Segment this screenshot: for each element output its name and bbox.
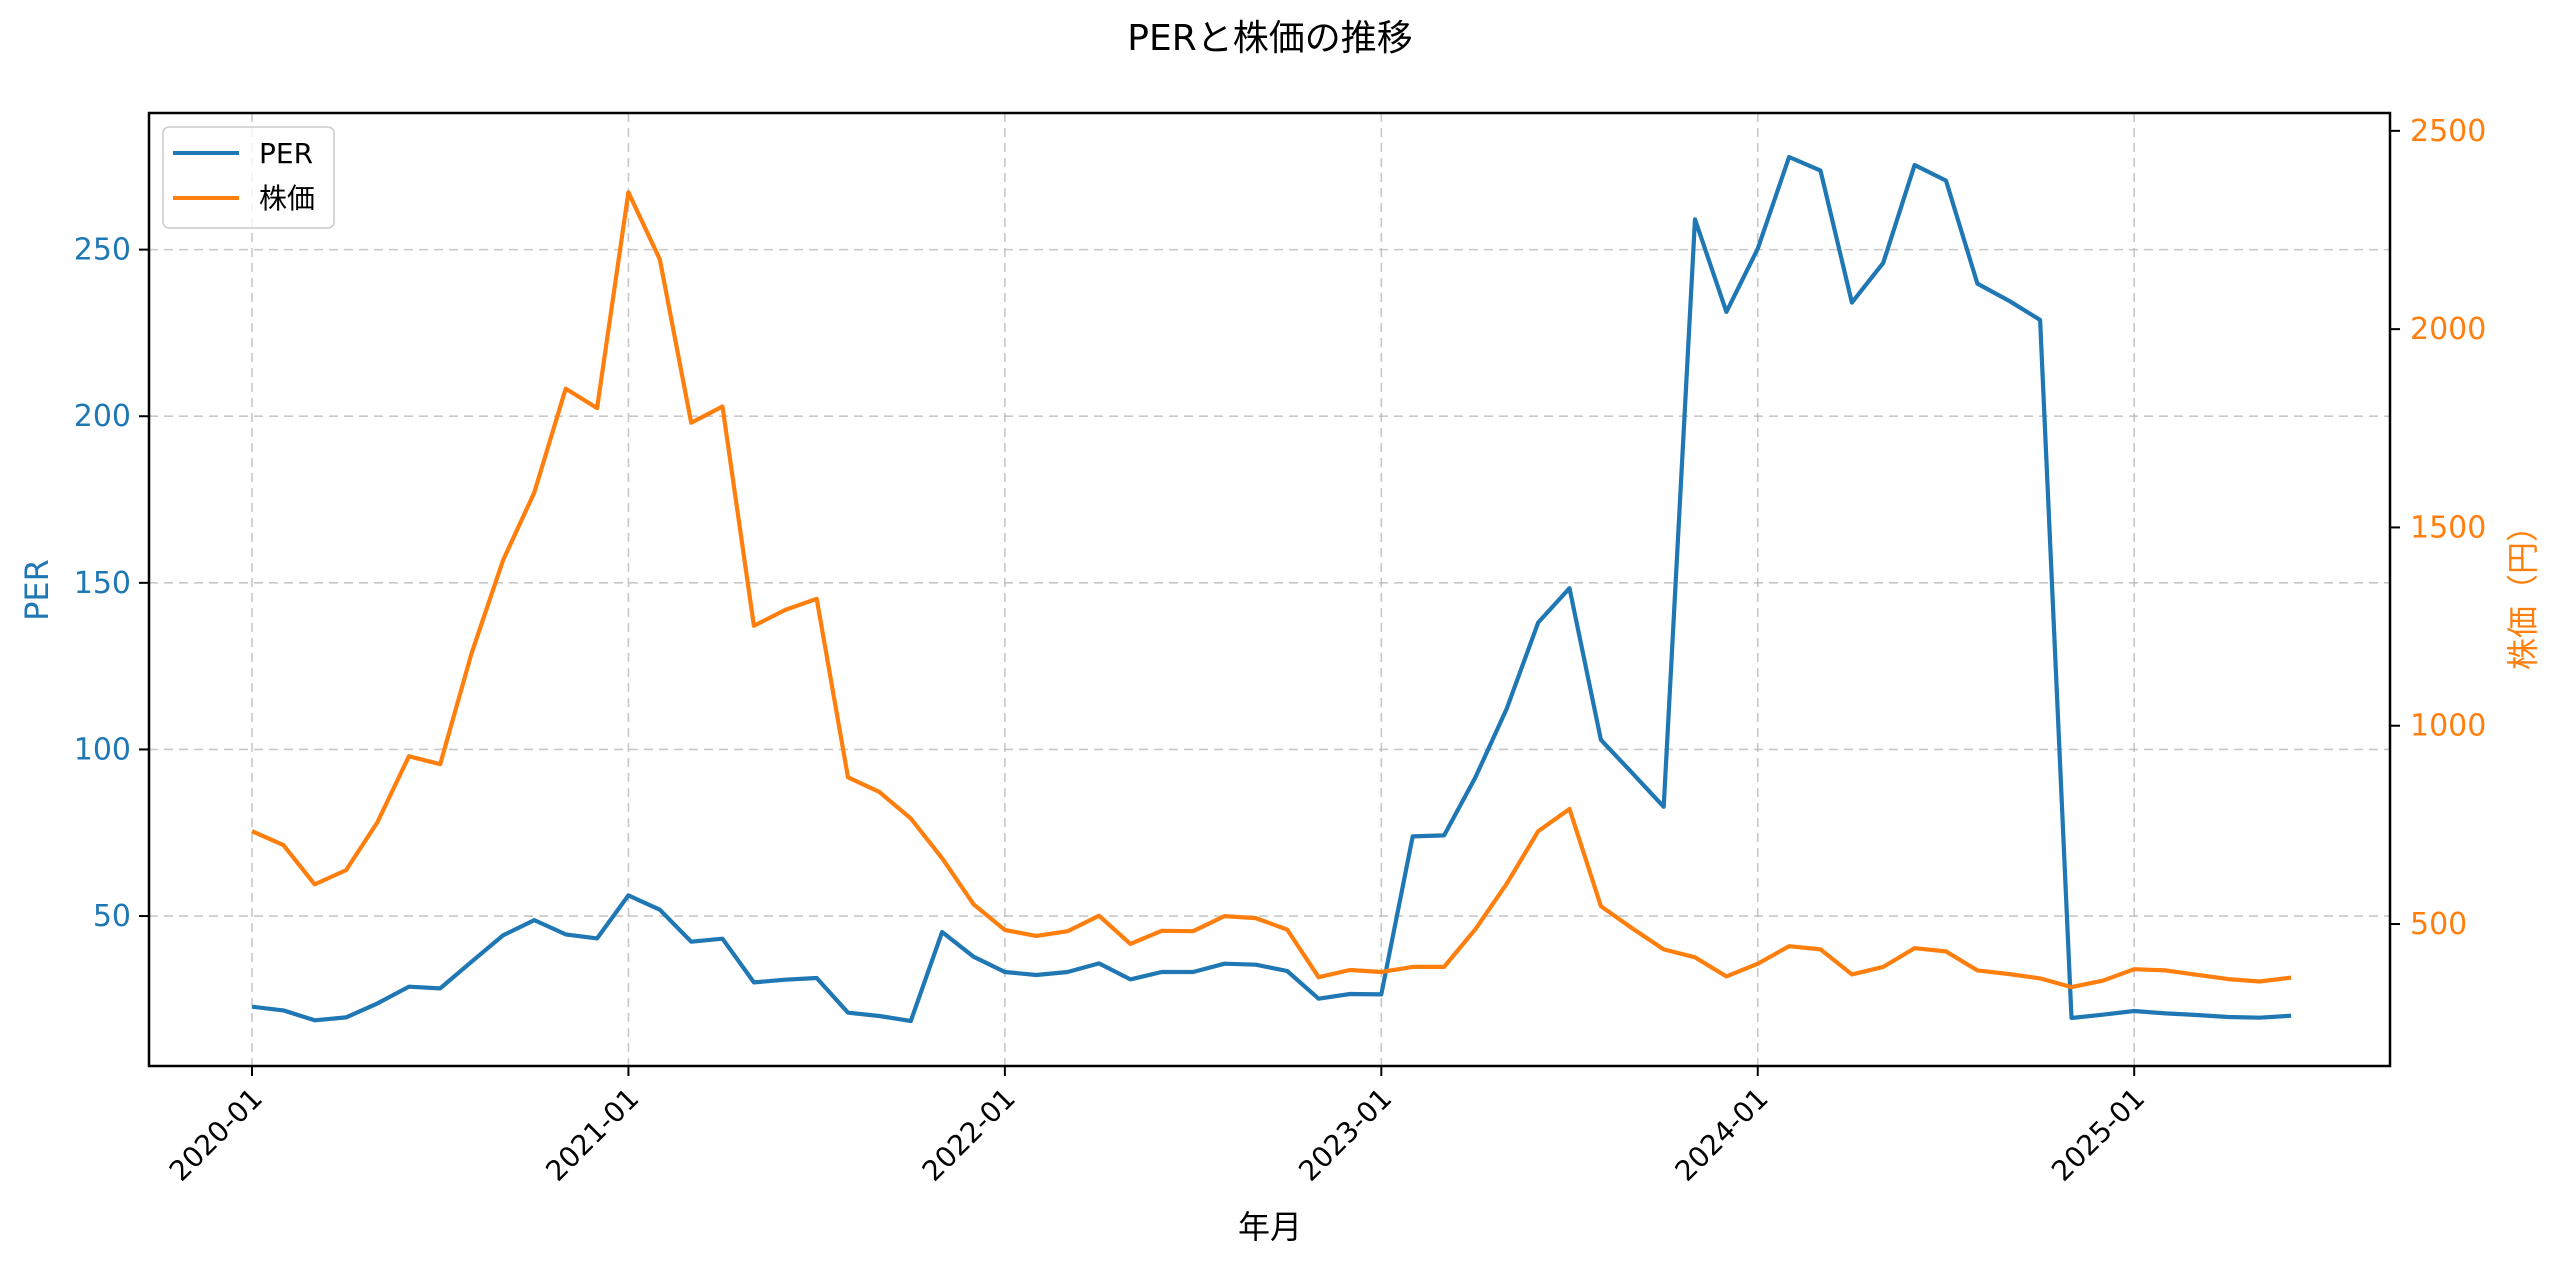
- x-tick-label: 2024-01: [1669, 1082, 1775, 1188]
- x-tick-label: 2020-01: [163, 1082, 269, 1188]
- right-tick-label: 1500: [2410, 510, 2486, 545]
- x-tick-label: 2022-01: [916, 1082, 1022, 1188]
- grid-lines: [149, 113, 2390, 1066]
- left-tick-label: 250: [74, 233, 131, 268]
- right-y-axis: 500 1000 1500 2000 2500: [2390, 114, 2486, 942]
- y-axis-label-right: 株価（円）: [2504, 510, 2542, 670]
- legend: PER 株価: [162, 126, 335, 229]
- x-tick-label: 2021-01: [539, 1082, 645, 1188]
- legend-per-label: PER: [259, 137, 313, 170]
- left-tick-label: 200: [74, 399, 131, 434]
- x-tick-label: 2023-01: [1292, 1082, 1398, 1188]
- x-tick-label: 2025-01: [2045, 1082, 2151, 1188]
- left-y-axis: 50 100 150 200 250: [74, 233, 149, 934]
- x-axis: 2020-01 2021-01 2022-01 2023-01 2024-01 2025-…: [163, 1066, 2151, 1188]
- left-tick-label: 100: [74, 732, 131, 767]
- per-line: [251, 154, 2292, 1024]
- right-tick-label: 2000: [2410, 312, 2486, 347]
- price-line: [251, 190, 2292, 990]
- chart-title: PERと株価の推移: [1127, 18, 1412, 59]
- series-layer: [251, 154, 2292, 1024]
- right-tick-label: 500: [2410, 907, 2467, 942]
- x-axis-label: 年月: [1238, 1208, 1302, 1246]
- right-tick-label: 1000: [2410, 709, 2486, 744]
- left-tick-label: 50: [93, 899, 131, 934]
- left-tick-label: 150: [74, 566, 131, 601]
- plot-frame: [147, 111, 2392, 1068]
- right-tick-label: 2500: [2410, 114, 2486, 149]
- legend-price-label: 株価: [259, 182, 315, 215]
- y-axis-label-left: PER: [18, 559, 56, 621]
